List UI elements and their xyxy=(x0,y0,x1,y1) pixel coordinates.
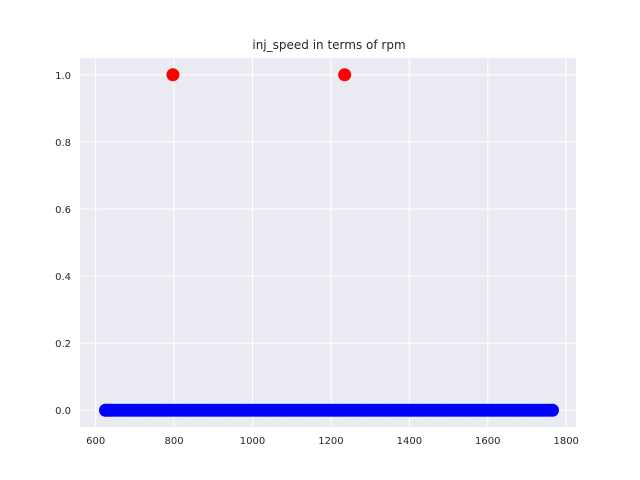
y-tick-label: 0.6 xyxy=(55,205,71,216)
y-tick-label: 0.8 xyxy=(55,138,71,149)
x-tick-label: 1800 xyxy=(553,436,578,447)
x-tick-label: 1400 xyxy=(397,436,422,447)
grid-lines xyxy=(80,58,576,427)
x-tick-label: 1000 xyxy=(240,436,265,447)
data-points xyxy=(98,68,559,417)
x-tick-label: 800 xyxy=(165,436,184,447)
x-tick-label: 1600 xyxy=(475,436,500,447)
data-point xyxy=(338,68,352,82)
x-tick-label: 600 xyxy=(86,436,105,447)
y-tick-label: 0.0 xyxy=(55,406,71,417)
data-point xyxy=(545,403,559,417)
y-tick-label: 1.0 xyxy=(55,71,71,82)
tick-labels: 600 800 1000 1200 1400 1600 1800 0.0 0.2 0.4 0.6 0.… xyxy=(55,71,579,447)
data-point xyxy=(166,68,180,82)
x-tick-label: 1200 xyxy=(318,436,343,447)
chart-title: inj_speed in terms of rpm xyxy=(252,38,405,52)
plot-area xyxy=(80,58,576,427)
y-tick-label: 0.2 xyxy=(55,339,71,350)
y-tick-label: 0.4 xyxy=(55,272,71,283)
